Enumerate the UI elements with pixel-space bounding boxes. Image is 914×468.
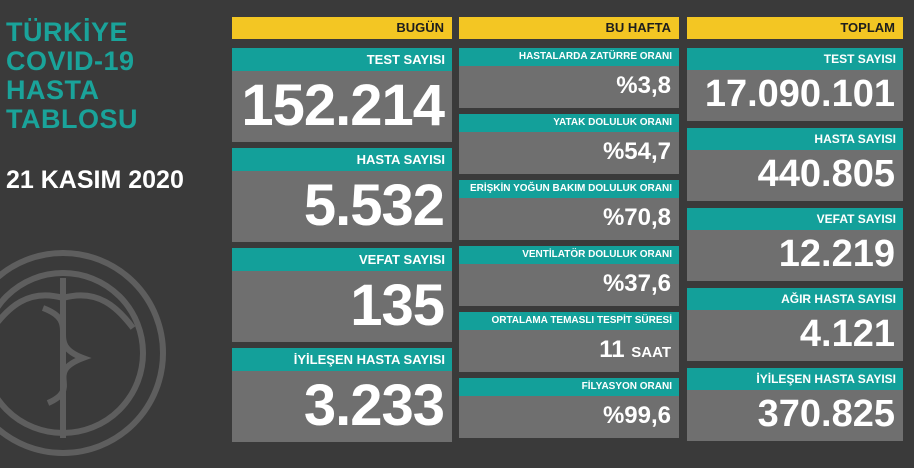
- title-line: HASTA: [6, 75, 100, 105]
- card-label: HASTA SAYISI: [232, 148, 452, 171]
- title-line: TABLOSU: [6, 104, 138, 134]
- card-value: %70,8: [459, 198, 679, 238]
- report-date: 21 KASIM 2020: [6, 166, 184, 194]
- card-value: 135: [350, 273, 445, 338]
- dashboard-title: TÜRKİYE COVID-19 HASTA TABLOSU: [6, 18, 138, 134]
- today-test-card: TEST SAYISI 152.214: [232, 48, 452, 142]
- card-label: VENTİLATÖR DOLULUK ORANI: [459, 246, 679, 264]
- card-label: ORTALAMA TEMASLI TESPİT SÜRESİ: [459, 312, 679, 330]
- card-value: 152.214: [241, 73, 445, 138]
- card-label: ERİŞKİN YOĞUN BAKIM DOLULUK ORANI: [459, 180, 679, 198]
- card-value: %99,6: [459, 396, 679, 436]
- ministry-emblem-icon: [0, 250, 166, 456]
- header-total: TOPLAM: [687, 17, 903, 39]
- value-number: %70,8: [602, 204, 671, 231]
- today-cases-card: HASTA SAYISI 5.532: [232, 148, 452, 242]
- title-line: TÜRKİYE: [6, 17, 129, 47]
- card-value: 17.090.101: [704, 73, 895, 115]
- card-value: %37,6: [459, 264, 679, 304]
- value-number: %3,8: [616, 72, 671, 99]
- card-value: %3,8: [459, 66, 679, 106]
- week-icu-occupancy-card: ERİŞKİN YOĞUN BAKIM DOLULUK ORANI %70,8: [459, 180, 679, 240]
- card-value: 370.825: [757, 393, 895, 435]
- card-label: VEFAT SAYISI: [687, 208, 903, 230]
- value-number: 11: [599, 336, 625, 363]
- total-severe-card: AĞIR HASTA SAYISI 4.121: [687, 288, 903, 361]
- week-ventilator-card: VENTİLATÖR DOLULUK ORANI %37,6: [459, 246, 679, 306]
- card-value: 3.233: [303, 373, 445, 438]
- title-line: COVID-19: [6, 46, 135, 76]
- today-recovered-card: İYİLEŞEN HASTA SAYISI 3.233: [232, 348, 452, 442]
- value-number: %99,6: [602, 402, 671, 429]
- week-filiation-card: FİLYASYON ORANI %99,6: [459, 378, 679, 438]
- total-test-card: TEST SAYISI 17.090.101: [687, 48, 903, 121]
- card-value: 11 SAAT: [459, 330, 679, 373]
- header-week: BU HAFTA: [459, 17, 679, 39]
- card-value: 440.805: [757, 153, 895, 195]
- card-label: HASTALARDA ZATÜRRE ORANI: [459, 48, 679, 66]
- week-contact-tracing-card: ORTALAMA TEMASLI TESPİT SÜRESİ 11 SAAT: [459, 312, 679, 372]
- card-label: İYİLEŞEN HASTA SAYISI: [687, 368, 903, 390]
- total-cases-card: HASTA SAYISI 440.805: [687, 128, 903, 201]
- header-today: BUGÜN: [232, 17, 452, 39]
- week-pneumonia-card: HASTALARDA ZATÜRRE ORANI %3,8: [459, 48, 679, 108]
- total-recovered-card: İYİLEŞEN HASTA SAYISI 370.825: [687, 368, 903, 441]
- card-label: İYİLEŞEN HASTA SAYISI: [232, 348, 452, 371]
- card-value: %54,7: [459, 132, 679, 172]
- card-value: 12.219: [778, 233, 895, 275]
- value-number: %54,7: [602, 138, 671, 165]
- card-label: AĞIR HASTA SAYISI: [687, 288, 903, 310]
- card-label: HASTA SAYISI: [687, 128, 903, 150]
- value-number: %37,6: [602, 270, 671, 297]
- card-label: TEST SAYISI: [232, 48, 452, 71]
- card-label: YATAK DOLULUK ORANI: [459, 114, 679, 132]
- week-bed-occupancy-card: YATAK DOLULUK ORANI %54,7: [459, 114, 679, 174]
- today-deaths-card: VEFAT SAYISI 135: [232, 248, 452, 342]
- value-unit: SAAT: [631, 344, 671, 361]
- card-value: 5.532: [303, 173, 445, 238]
- card-value: 4.121: [799, 313, 895, 355]
- card-label: VEFAT SAYISI: [232, 248, 452, 271]
- card-label: FİLYASYON ORANI: [459, 378, 679, 396]
- card-label: TEST SAYISI: [687, 48, 903, 70]
- total-deaths-card: VEFAT SAYISI 12.219: [687, 208, 903, 281]
